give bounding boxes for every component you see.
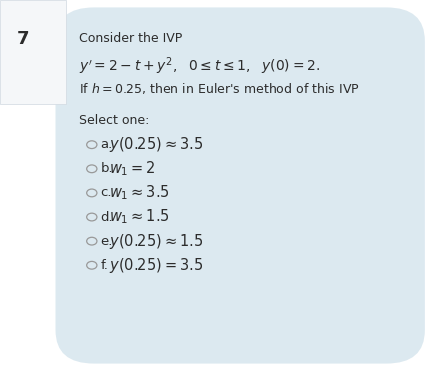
Text: $w_1 \approx 1.5$: $w_1 \approx 1.5$ xyxy=(109,208,169,226)
FancyBboxPatch shape xyxy=(0,0,66,104)
Text: 7: 7 xyxy=(17,30,29,48)
FancyBboxPatch shape xyxy=(55,7,424,364)
Text: $w_1 \approx 3.5$: $w_1 \approx 3.5$ xyxy=(109,184,169,202)
Text: If $h = 0.25$, then in Euler's method of this IVP: If $h = 0.25$, then in Euler's method of… xyxy=(79,81,359,96)
Text: $y' = 2 - t + y^2,\ \ 0 \leq t \leq 1,\ \ y(0) = 2.$: $y' = 2 - t + y^2,\ \ 0 \leq t \leq 1,\ … xyxy=(79,55,320,77)
Text: $y(0.25) \approx 1.5$: $y(0.25) \approx 1.5$ xyxy=(109,232,203,251)
Text: Consider the IVP: Consider the IVP xyxy=(79,32,182,46)
Text: Select one:: Select one: xyxy=(79,114,149,127)
Text: $y(0.25) \approx 3.5$: $y(0.25) \approx 3.5$ xyxy=(109,135,203,154)
Text: $y(0.25) = 3.5$: $y(0.25) = 3.5$ xyxy=(109,256,203,275)
Text: a.: a. xyxy=(100,138,112,151)
Text: d.: d. xyxy=(100,210,113,224)
Text: f.: f. xyxy=(100,259,108,272)
Text: e.: e. xyxy=(100,234,112,248)
Text: $w_1 = 2$: $w_1 = 2$ xyxy=(109,160,155,178)
Text: c.: c. xyxy=(100,186,112,200)
Text: b.: b. xyxy=(100,162,113,175)
